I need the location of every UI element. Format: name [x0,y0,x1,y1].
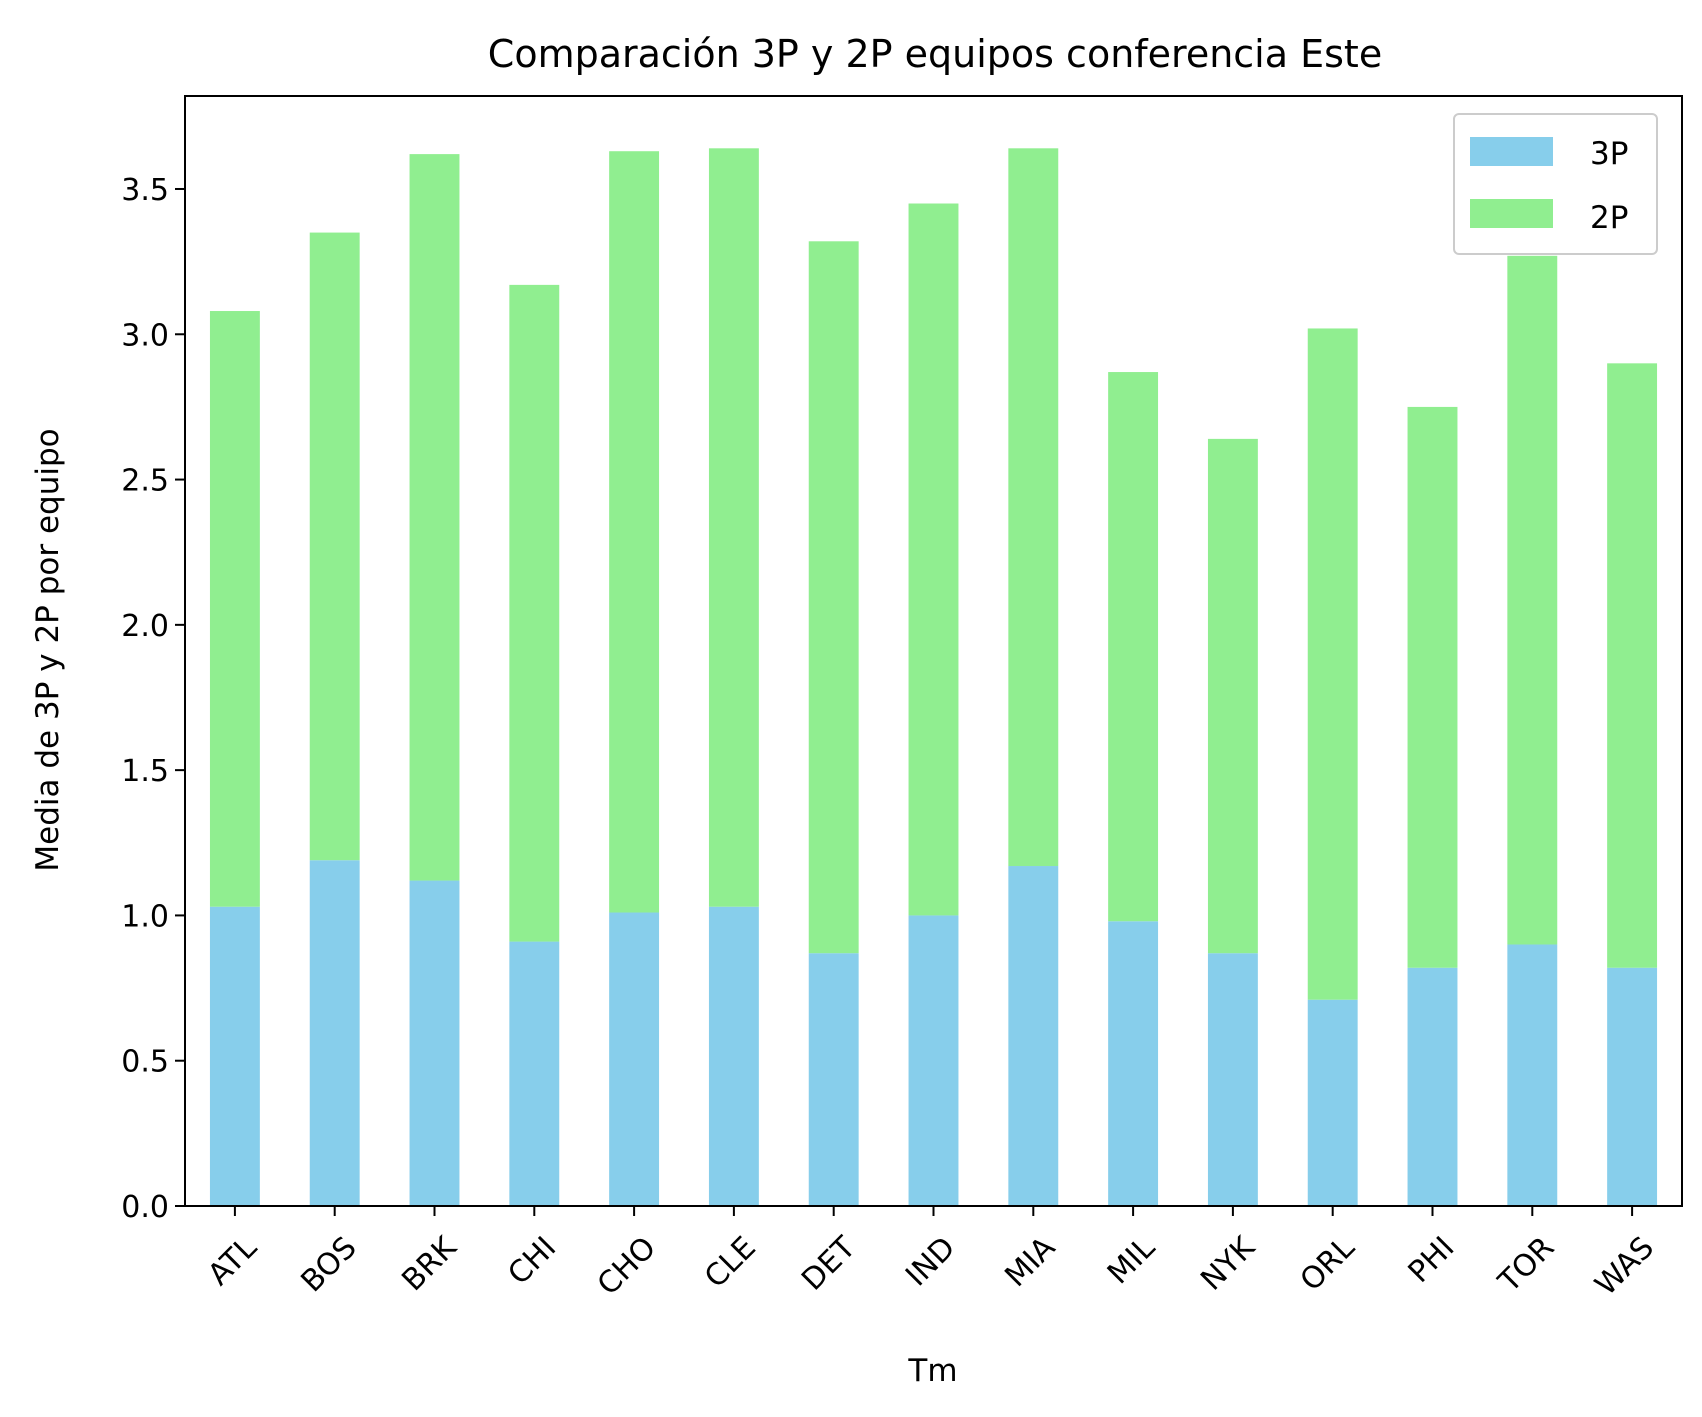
bar-2p-mil [1108,372,1159,922]
bar-3p-cho [609,912,660,1206]
chart-title: Comparación 3P y 2P equipos conferencia … [488,32,1382,76]
y-tick-label: 3.5 [121,173,169,208]
y-tick-label: 1.5 [121,754,169,789]
legend-swatch-2p [1470,199,1553,228]
bar-3p-was [1607,967,1658,1206]
y-tick-label: 2.5 [121,464,169,499]
bar-3p-nyk [1207,953,1258,1206]
bar-2p-brk [409,154,460,881]
bar-2p-nyk [1207,438,1258,954]
y-axis-title: Media de 3P y 2P por equipo [30,428,66,871]
bar-2p-ind [908,203,959,916]
bars-layer [209,148,1658,1206]
bar-3p-ind [908,915,959,1206]
y-tick-label: 1.0 [121,899,169,934]
y-tick-label: 0.5 [121,1045,169,1080]
y-tick-label: 0.0 [121,1190,169,1225]
bar-2p-was [1607,363,1658,968]
y-tick-label: 3.0 [121,318,169,353]
bar-2p-phi [1407,406,1458,968]
bar-2p-bos [309,232,360,861]
bar-3p-det [808,953,859,1206]
legend-swatch-3p [1470,137,1553,166]
bar-2p-cle [708,148,759,907]
bar-3p-mia [1008,866,1059,1206]
bar-3p-cle [708,906,759,1206]
x-axis-title: Tm [907,1353,957,1389]
bar-2p-orl [1307,328,1358,1000]
bar-3p-phi [1407,967,1458,1206]
bar-3p-tor [1507,944,1558,1206]
legend: 3P 2P [1453,113,1658,255]
bar-3p-bos [309,860,360,1206]
bar-3p-chi [509,941,560,1206]
bar-3p-mil [1108,921,1159,1206]
bar-2p-cho [609,151,660,913]
y-axis: 0.0 0.5 1.0 1.5 2.0 2.5 3.0 3.5 [121,173,185,1225]
y-tick-label: 2.0 [121,609,169,644]
bar-3p-orl [1307,999,1358,1206]
bar-2p-chi [509,284,560,942]
bar-2p-atl [209,311,260,907]
bar-2p-tor [1507,255,1558,945]
bar-2p-mia [1008,148,1059,867]
legend-label-2p: 2P [1590,200,1628,236]
legend-label-3p: 3P [1590,136,1628,172]
bar-2p-det [808,241,859,954]
bar-3p-brk [409,880,460,1206]
bar-3p-atl [209,906,260,1206]
